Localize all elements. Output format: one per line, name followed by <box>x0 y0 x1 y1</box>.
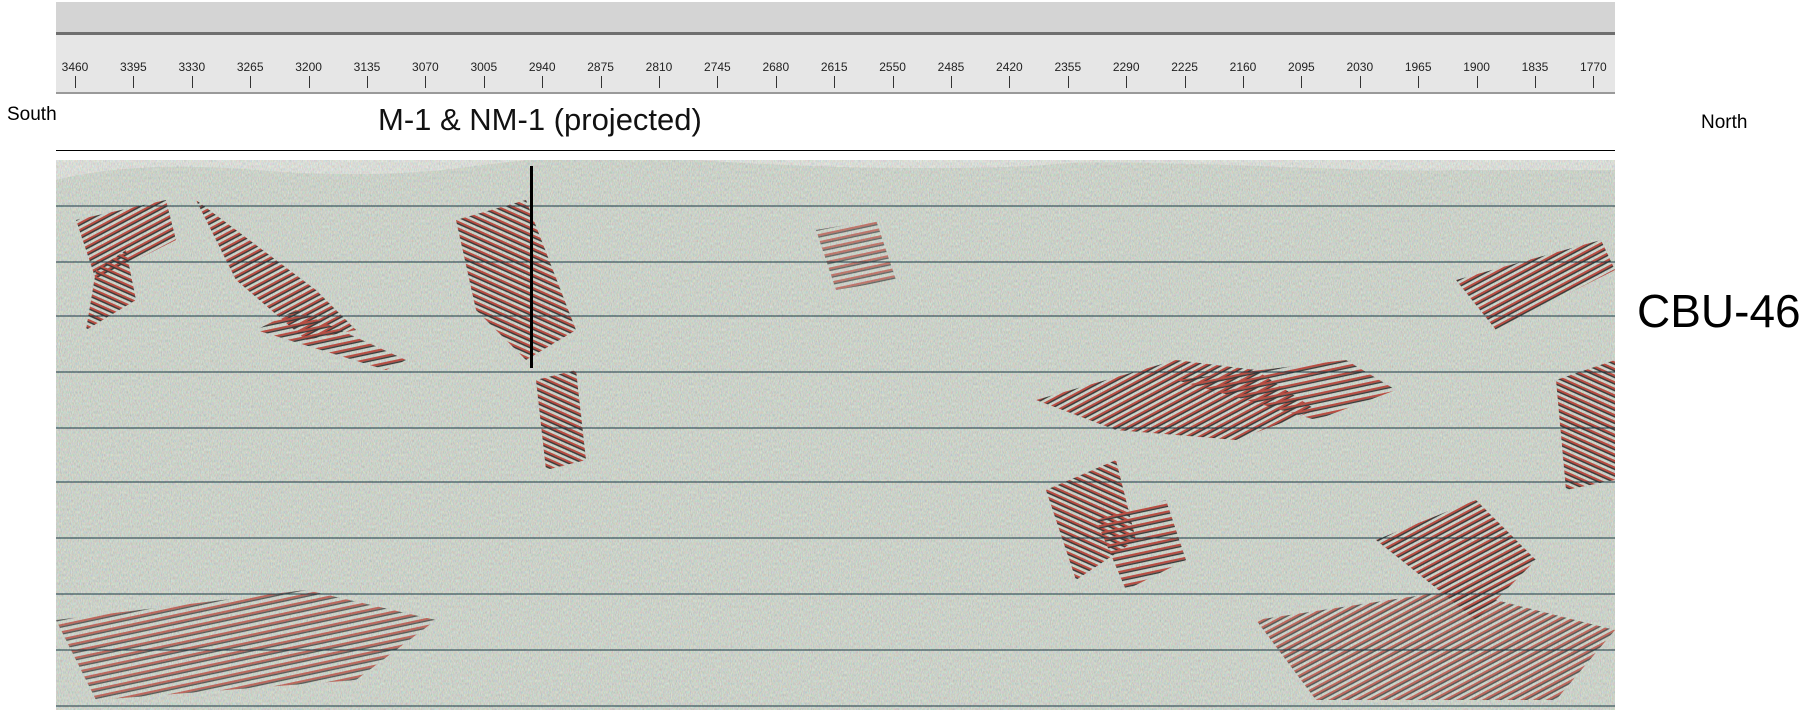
ruler-tick-label: 2875 <box>587 60 614 74</box>
ruler-tick-label: 2095 <box>1288 60 1315 74</box>
ruler-tick-label: 2550 <box>879 60 906 74</box>
ruler-tick-mark <box>1301 76 1302 88</box>
profile-name-label: CBU-46 <box>1637 285 1801 337</box>
ruler-tick-mark <box>659 76 660 88</box>
ruler-tick-label: 3460 <box>61 60 89 74</box>
ruler-tick-mark <box>1593 76 1594 88</box>
ruler-tick-label: 2160 <box>1229 60 1257 74</box>
ruler-tick-mark <box>601 76 602 88</box>
ruler-tick-label: 2485 <box>937 60 965 74</box>
ruler-tick-mark <box>542 76 543 88</box>
ruler-tick-label: 1965 <box>1404 60 1432 74</box>
timing-lines <box>56 205 1615 707</box>
ruler-tick-label: 2680 <box>762 60 790 74</box>
ruler-tick-label: 3200 <box>295 60 322 74</box>
ruler-tick-label: 3330 <box>178 60 206 74</box>
ruler-tick-label: 3265 <box>236 60 264 74</box>
ruler-tick-mark <box>1535 76 1536 88</box>
ruler-tick-mark <box>484 76 485 88</box>
ruler-tick-label: 2940 <box>528 60 556 74</box>
ruler-tick-label: 2615 <box>820 60 848 74</box>
section-top-border <box>56 150 1615 151</box>
ruler-tick-label: 2225 <box>1171 60 1198 74</box>
ruler-tick-label: 1835 <box>1521 60 1549 74</box>
ruler-tick-label: 1770 <box>1580 60 1607 74</box>
ruler-tick-mark <box>1068 76 1069 88</box>
ruler-tick-mark <box>1126 76 1127 88</box>
ruler-tick-label: 1900 <box>1463 60 1490 74</box>
ruler-tick-mark <box>1185 76 1186 88</box>
ruler-tick-label: 3395 <box>120 60 147 74</box>
ruler-tick-mark <box>893 76 894 88</box>
ruler-tick-label: 3135 <box>353 60 381 74</box>
ruler-tick-label: 2810 <box>645 60 673 74</box>
well-projection-label: M-1 & NM-1 (projected) <box>378 102 702 137</box>
south-direction-label: South <box>7 104 57 125</box>
ruler-tick-mark <box>75 76 76 88</box>
ruler-tick-mark <box>192 76 193 88</box>
ruler-tick-label: 2290 <box>1112 60 1140 74</box>
ruler-tick-mark <box>1009 76 1010 88</box>
ruler-tick-mark <box>1418 76 1419 88</box>
ruler-tick-mark <box>133 76 134 88</box>
shot-point-ruler <box>56 35 1615 94</box>
ruler-tick-label: 3070 <box>412 60 439 74</box>
ruler-tick-label: 2745 <box>704 60 731 74</box>
ruler-tick-label: 2355 <box>1054 60 1082 74</box>
seismic-noise-texture <box>56 160 1615 710</box>
ruler-tick-mark <box>776 76 777 88</box>
ruler-tick-mark <box>717 76 718 88</box>
north-direction-label: North <box>1701 112 1748 133</box>
ruler-tick-mark <box>250 76 251 88</box>
ruler-tick-label: 2030 <box>1346 60 1374 74</box>
ruler-tick-mark <box>834 76 835 88</box>
ruler-tick-mark <box>425 76 426 88</box>
seismic-section-image <box>56 160 1615 710</box>
ruler-tick-mark <box>1243 76 1244 88</box>
well-trajectory-line <box>530 166 533 368</box>
ruler-tick-mark <box>1360 76 1361 88</box>
viewer-header-bar <box>56 2 1615 35</box>
ruler-tick-label: 2420 <box>996 60 1023 74</box>
ruler-tick-mark <box>367 76 368 88</box>
ruler-tick-mark <box>951 76 952 88</box>
ruler-tick-mark <box>1477 76 1478 88</box>
ruler-tick-mark <box>309 76 310 88</box>
ruler-tick-label: 3005 <box>470 60 498 74</box>
